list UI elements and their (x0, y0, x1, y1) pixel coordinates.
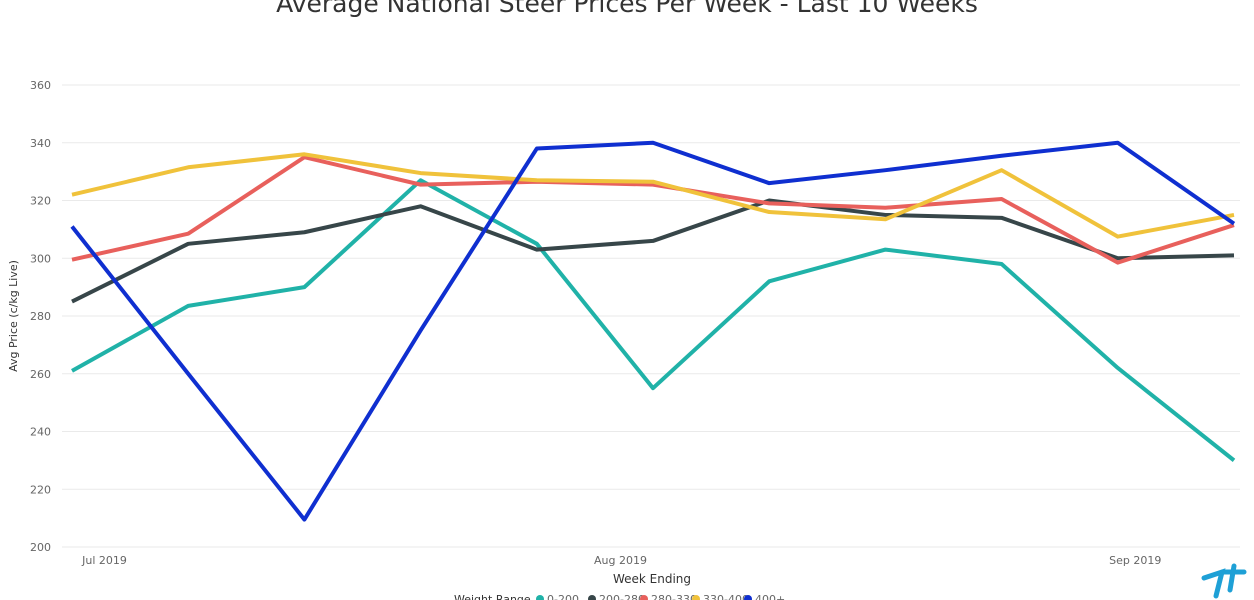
legend-marker (744, 595, 752, 600)
legend-marker (640, 595, 648, 600)
y-tick-label: 280 (30, 310, 51, 323)
legend-marker (536, 595, 544, 600)
y-tick-label: 220 (30, 483, 51, 496)
x-tick-label: Aug 2019 (594, 554, 647, 567)
legend-label: 280-330 (651, 593, 697, 600)
x-tick-label: Sep 2019 (1109, 554, 1161, 567)
series-line (71, 198, 1235, 304)
legend-title: Weight Range (454, 593, 531, 600)
y-tick-label: 200 (30, 541, 51, 554)
y-tick-label: 360 (30, 79, 51, 92)
legend-label: 200-280 (599, 593, 645, 600)
y-tick-label: 340 (30, 137, 51, 150)
y-axis-title: Avg Price (c/kg Live) (7, 260, 20, 372)
legend-marker (692, 595, 700, 600)
series-line (71, 155, 1235, 265)
y-tick-label: 260 (30, 368, 51, 381)
logo (1201, 563, 1247, 599)
y-tick-label: 240 (30, 426, 51, 439)
chart-title: Average National Steer Prices Per Week -… (276, 0, 978, 18)
legend-marker (588, 595, 596, 600)
x-axis-title: Week Ending (613, 572, 691, 586)
y-tick-label: 300 (30, 252, 51, 265)
series-line (70, 140, 1236, 522)
x-tick-label: Jul 2019 (81, 554, 127, 567)
series-line (71, 178, 1236, 462)
legend-label: 0-200 (547, 593, 579, 600)
series-line (71, 152, 1235, 239)
legend-label: 330-400 (703, 593, 749, 600)
legend-label: 400+ (755, 593, 785, 600)
y-tick-label: 320 (30, 195, 51, 208)
